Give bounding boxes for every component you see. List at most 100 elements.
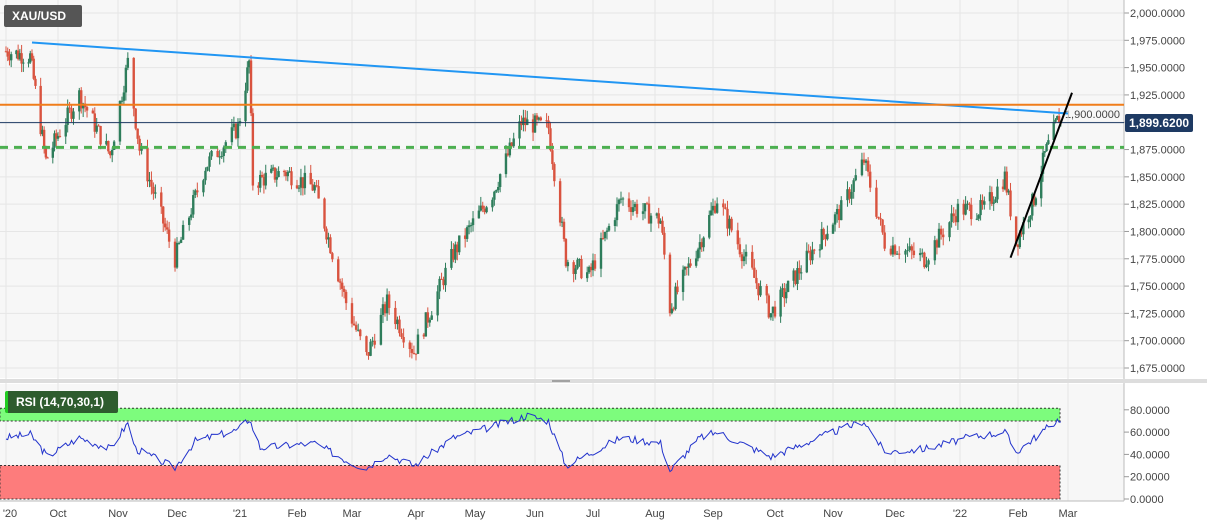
x-tick-label: Nov (823, 508, 843, 520)
y-tick-label: 1,700.0000 (1130, 336, 1185, 348)
candle-body (897, 253, 901, 255)
candle-body (629, 207, 633, 213)
candle-body (467, 225, 471, 228)
candle-body (350, 303, 354, 324)
candle-body (85, 107, 89, 111)
candle-body (875, 187, 878, 217)
candle-body (566, 262, 570, 267)
candle-body (869, 171, 872, 188)
candle-body (80, 90, 83, 109)
candle-body (785, 291, 788, 299)
candle-body (402, 336, 405, 343)
candle-body (589, 266, 593, 271)
candle-body (796, 268, 799, 284)
pane-divider (0, 379, 1207, 383)
candle-body (983, 201, 986, 205)
candle-body (674, 286, 677, 310)
candle-body (1043, 151, 1046, 153)
candle-body (990, 192, 994, 204)
candle-body (367, 352, 370, 356)
candle-body (396, 319, 399, 325)
candle-body (282, 171, 286, 173)
candle-body (412, 352, 416, 354)
candle-body (593, 260, 597, 269)
candle-body (535, 115, 539, 120)
candle-body (781, 288, 784, 290)
candle-body (426, 312, 429, 323)
candle-body (728, 218, 731, 229)
candle-body (698, 242, 702, 250)
candle-body (906, 250, 909, 252)
candle-body (765, 286, 768, 296)
candle-body (773, 306, 777, 317)
y-tick-label: 1,725.0000 (1130, 308, 1185, 320)
candle-body (1009, 190, 1012, 217)
candle-body (740, 254, 744, 262)
candle-body (668, 254, 672, 314)
candle-body (218, 156, 221, 158)
candle-body (365, 336, 368, 353)
y-tick-label: 2,000.0000 (1130, 8, 1185, 20)
candle-body (444, 267, 447, 286)
y-tick-label: 1,875.0000 (1130, 145, 1185, 157)
candle-body (553, 164, 556, 182)
candle-body (481, 205, 484, 209)
candle-body (713, 205, 717, 213)
candle-body (689, 263, 692, 266)
candle-body (850, 191, 853, 199)
candle-body (939, 228, 943, 235)
candle-body (933, 240, 937, 261)
candle-body (663, 232, 666, 255)
candle-body (635, 203, 639, 214)
candle-body (122, 92, 126, 101)
candle-body (504, 153, 508, 175)
candle-body (325, 228, 328, 240)
candle-body (1005, 171, 1008, 193)
y-tick-label: 1,925.0000 (1130, 90, 1185, 102)
candle-body (811, 249, 814, 261)
candle-body (469, 225, 473, 227)
candle-body (78, 90, 81, 112)
x-tick-label: Jun (526, 508, 544, 520)
candle-body (925, 264, 928, 268)
candle-body (53, 133, 56, 148)
candle-body (154, 192, 157, 194)
x-tick-label: '21 (233, 508, 247, 520)
candle-body (458, 235, 461, 253)
candle-body (1007, 190, 1010, 193)
candle-body (641, 211, 645, 214)
candle-body (309, 172, 312, 185)
candle-body (1054, 119, 1057, 122)
candle-body (414, 353, 418, 355)
candle-body (126, 57, 130, 68)
candle-body (643, 203, 647, 212)
candle-body (236, 123, 240, 139)
candle-body (1029, 215, 1032, 220)
y-tick-label: 1,850.0000 (1130, 172, 1185, 184)
candle-body (210, 150, 213, 157)
candle-body (232, 123, 236, 128)
candle-body (603, 231, 607, 239)
candle-body (339, 281, 342, 283)
last-price-label: 1,899.6200 (1125, 114, 1194, 132)
candle-body (387, 294, 391, 308)
y-tick-label: 1,800.0000 (1130, 226, 1185, 238)
candle-body (179, 239, 183, 243)
candle-body (807, 250, 810, 252)
candle-body (8, 56, 11, 61)
candle-body (879, 218, 882, 220)
y-tick-label: 1,775.0000 (1130, 254, 1185, 266)
candle-body (34, 78, 37, 86)
candle-body (578, 259, 581, 261)
candle-body (440, 278, 443, 280)
candle-body (379, 314, 383, 345)
rsi-y-tick-label: 20.0000 (1130, 472, 1170, 484)
candle-body (942, 234, 945, 238)
x-tick-label: Dec (885, 508, 905, 520)
x-tick-label: Feb (288, 508, 307, 520)
candle-body (134, 108, 137, 129)
candle-body (510, 142, 513, 147)
candle-body (72, 111, 75, 119)
